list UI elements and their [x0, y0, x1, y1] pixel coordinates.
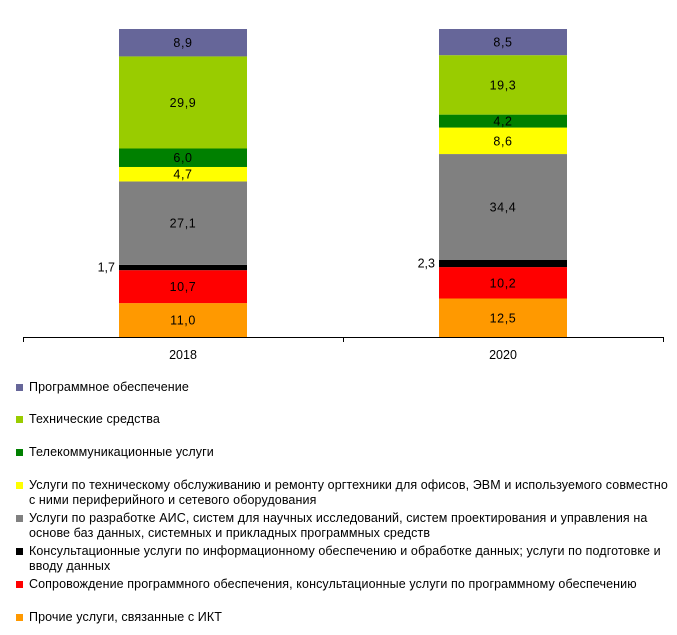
- bar-segment: [439, 55, 567, 115]
- stacked-bar-chart: 11,0 10,7 1,7 27,1 4,7 6,0 29,9 8,9 2018 12,5 10,2…: [23, 29, 664, 362]
- legend-swatch: [16, 614, 23, 621]
- bar-segment: [439, 154, 567, 260]
- data-label: 19,3: [490, 78, 517, 92]
- data-label: 11,0: [170, 314, 196, 328]
- bar-segment: [439, 29, 567, 56]
- legend-swatch: [16, 515, 23, 522]
- legend-item-support: Сопровождение программного обеспечения, …: [16, 577, 674, 592]
- bar-segment: [439, 260, 567, 268]
- legend-item-maintenance: Услуги по техническому обслуживанию и ре…: [16, 478, 674, 508]
- bar-segment: [439, 127, 567, 155]
- legend-item-consulting: Консультационные услуги по информационно…: [16, 544, 674, 574]
- bar-segment: [119, 166, 247, 182]
- legend-item-telecom: Телекоммуникационные услуги: [16, 445, 674, 460]
- legend-label: Технические средства: [29, 412, 160, 426]
- bar-segment: [439, 267, 567, 299]
- bar-segment: [119, 264, 247, 271]
- data-label: 8,5: [493, 36, 512, 50]
- data-label: 10,7: [170, 280, 197, 294]
- legend-label: Сопровождение программного обеспечения, …: [29, 577, 637, 591]
- legend-item-hardware: Технические средства: [16, 412, 674, 427]
- data-label: 4,7: [173, 168, 192, 182]
- x-tick-label: 2018: [169, 348, 197, 362]
- data-label: 10,2: [490, 276, 517, 290]
- data-label: 27,1: [170, 217, 197, 231]
- legend-swatch: [16, 548, 23, 555]
- legend-item-other: Прочие услуги, связанные с ИКТ: [16, 610, 674, 625]
- data-label: 12,5: [490, 311, 517, 325]
- legend-item-software: Программное обеспечение: [16, 380, 674, 395]
- data-label: 34,4: [490, 201, 517, 215]
- legend-swatch: [16, 449, 23, 456]
- bar-segment: [119, 270, 247, 304]
- legend-swatch: [16, 581, 23, 588]
- legend-label: Телекоммуникационные услуги: [29, 445, 214, 459]
- legend-label: Программное обеспечение: [29, 380, 189, 394]
- bar-segment: [119, 148, 247, 167]
- bar-segment: [439, 298, 567, 337]
- bar-segment: [119, 303, 247, 337]
- legend-label: Услуги по техническому обслуживанию и ре…: [29, 478, 668, 507]
- data-label: 2,3: [418, 257, 435, 271]
- x-tick-label: 2020: [489, 348, 517, 362]
- bar-segment: [439, 114, 567, 128]
- data-label: 8,9: [173, 36, 192, 50]
- bar-segment: [119, 56, 247, 149]
- data-label: 29,9: [170, 96, 197, 110]
- data-label: 6,0: [173, 151, 192, 165]
- bar-segment: [119, 29, 247, 57]
- data-label: 8,6: [493, 134, 512, 148]
- data-label: 1,7: [98, 261, 115, 275]
- legend-label: Услуги по разработке АИС, систем для нау…: [29, 511, 648, 540]
- data-label: 4,2: [493, 115, 512, 129]
- legend-swatch: [16, 482, 23, 489]
- legend-swatch: [16, 384, 23, 391]
- legend-swatch: [16, 416, 23, 423]
- legend-item-development: Услуги по разработке АИС, систем для нау…: [16, 511, 674, 541]
- legend-label: Консультационные услуги по информационно…: [29, 544, 661, 573]
- bar-segment: [119, 181, 247, 265]
- legend-label: Прочие услуги, связанные с ИКТ: [29, 610, 222, 624]
